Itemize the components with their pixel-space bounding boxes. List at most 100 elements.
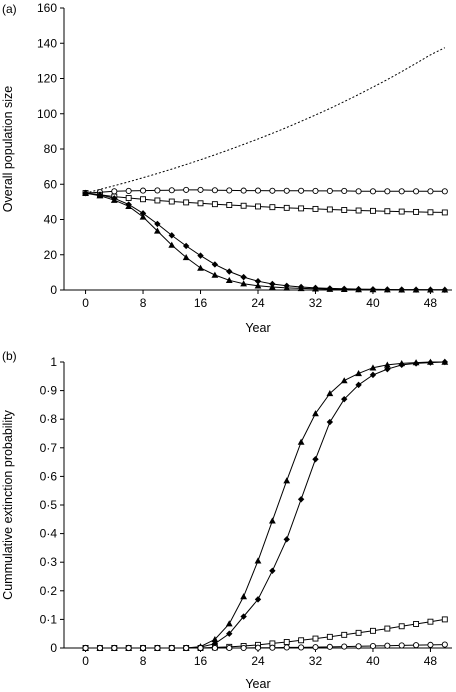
data-point — [211, 261, 219, 268]
data-point — [96, 192, 104, 199]
series-circle — [82, 186, 448, 197]
y-tick-label: 0·1 — [40, 612, 58, 626]
data-point — [211, 636, 219, 643]
data-point — [370, 207, 376, 214]
data-point — [369, 371, 377, 379]
data-point — [297, 285, 305, 292]
data-point — [413, 642, 420, 649]
data-point — [197, 200, 204, 207]
data-point — [283, 187, 290, 194]
data-point — [125, 195, 132, 201]
data-point — [312, 410, 319, 417]
data-point — [110, 196, 118, 203]
data-point — [225, 276, 233, 284]
data-point — [139, 213, 147, 220]
data-point — [369, 286, 377, 293]
data-point — [211, 640, 219, 647]
data-point — [182, 253, 190, 261]
data-point — [139, 187, 147, 194]
data-point — [226, 187, 233, 194]
y-tick-label: 0·3 — [40, 555, 58, 569]
data-point — [168, 644, 175, 652]
data-point — [268, 283, 276, 290]
series-line — [85, 192, 445, 213]
data-point — [140, 196, 146, 203]
data-point — [312, 644, 319, 651]
data-point — [226, 630, 233, 637]
data-point — [269, 187, 276, 194]
data-point — [384, 625, 391, 632]
data-point — [326, 418, 334, 426]
data-point — [154, 197, 161, 204]
data-point — [125, 187, 132, 194]
data-point — [82, 644, 89, 652]
series-line — [85, 47, 446, 194]
data-point — [111, 644, 118, 652]
panel-label: (b) — [2, 349, 17, 363]
data-point — [312, 205, 319, 212]
data-point — [427, 188, 434, 195]
data-point — [341, 395, 348, 403]
data-point — [298, 187, 305, 194]
data-point — [226, 202, 233, 208]
x-tick-label: 48 — [424, 296, 438, 310]
data-point — [197, 644, 204, 652]
data-point — [383, 286, 391, 293]
data-point — [341, 187, 348, 194]
y-tick-label: 1 — [50, 355, 57, 369]
data-point — [139, 644, 147, 652]
data-point — [240, 273, 247, 281]
data-point — [283, 644, 290, 651]
data-point — [384, 188, 391, 195]
series-line — [85, 361, 445, 649]
data-point — [355, 207, 362, 214]
data-point — [211, 201, 218, 208]
data-point — [383, 361, 391, 368]
data-point — [183, 186, 190, 193]
panel-b-chart: (b) 0 0·1 0·2 0·3 0·4 0·5 0·6 0·7 0·8 0·9 1 0 8 16 24 32… — [1, 349, 452, 691]
data-point — [355, 370, 362, 377]
data-point — [211, 271, 219, 278]
data-point — [240, 187, 247, 194]
data-point — [326, 285, 334, 292]
data-point — [413, 208, 420, 215]
data-point — [269, 567, 276, 574]
data-point — [398, 286, 406, 293]
y-tick-label: 0 — [50, 641, 57, 655]
data-point — [298, 637, 305, 644]
y-tick-label: 0·4 — [40, 527, 58, 541]
data-point — [427, 359, 434, 366]
y-tick-label: 0·5 — [40, 498, 58, 512]
series-circle — [82, 641, 448, 652]
x-tick-label: 32 — [309, 296, 323, 310]
data-point — [441, 188, 448, 195]
data-point — [297, 438, 305, 445]
data-point — [283, 477, 291, 484]
data-point — [340, 377, 348, 384]
y-tick-label: 20 — [44, 248, 58, 262]
data-point — [355, 381, 362, 389]
data-point — [225, 620, 233, 627]
data-point — [154, 644, 161, 652]
data-point — [413, 188, 420, 195]
x-tick-label: 0 — [82, 654, 89, 668]
data-point — [197, 186, 204, 193]
series-line — [85, 192, 445, 291]
data-point — [283, 536, 290, 543]
y-axis-title: Cummulative extinction probability — [1, 409, 15, 599]
data-point — [240, 613, 247, 620]
data-point — [341, 207, 348, 213]
data-point — [255, 203, 261, 210]
data-point — [326, 643, 333, 650]
y-tick-label: 120 — [37, 72, 57, 86]
data-point — [326, 390, 334, 397]
data-point — [326, 633, 333, 640]
data-point — [269, 644, 276, 651]
series-triangle — [82, 358, 449, 651]
x-tick-label: 24 — [251, 654, 265, 668]
data-point — [96, 644, 103, 652]
data-point — [355, 629, 362, 636]
data-point — [268, 517, 276, 524]
x-tick-label: 16 — [194, 296, 208, 310]
